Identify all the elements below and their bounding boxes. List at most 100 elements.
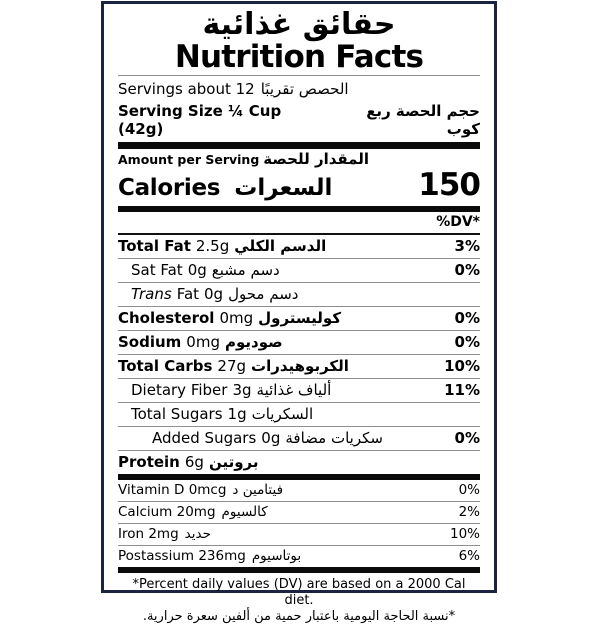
micronutrient-name-ar: حديد (184, 526, 211, 542)
nutrient-name-ar: الكربوهيدرات (251, 357, 349, 375)
amount-per-serving-ar: المقدار للحصة (263, 150, 370, 168)
label-title-arabic: حقائق غذائية (202, 7, 396, 42)
nutrient-amount: 0mg (186, 333, 220, 351)
nutrient-name-en: Sodium (118, 333, 182, 351)
nutrient-row: Total Carbs 27g الكربوهيدرات 10% (118, 355, 480, 378)
micronutrient-row-divider (118, 523, 480, 524)
nutrient-amount: 6g (184, 453, 204, 471)
nutrient-row-divider (118, 330, 480, 331)
nutrient-daily-value: 0% (454, 261, 480, 279)
nutrient-row: Total Fat 2.5g الدسم الكلي 3% (118, 235, 480, 258)
nutrient-row: Sodium 0mg صوديوم 0% (118, 331, 480, 354)
nutrient-daily-value: 10% (444, 357, 480, 375)
nutrient-row: Trans Fat 0g دسم محول (118, 283, 480, 306)
nutrient-name-en: Protein (118, 453, 180, 471)
nutrition-facts-label: حقائق غذائية Nutrition Facts Servings ab… (101, 1, 497, 624)
nutrient-row-divider (118, 402, 480, 403)
nutrient-name-en: Dietary Fiber (131, 381, 228, 399)
serving-size-label-ar: حجم الحصة ربع كوب (366, 102, 480, 138)
nutrient-name-en-cont: Fat (176, 285, 200, 303)
nutrient-name-en: Added Sugars (152, 429, 257, 447)
calories-label-ar: السعرات (234, 175, 333, 201)
nutrient-name-en: Total Fat (118, 237, 191, 255)
nutrient-name-ar: دسم محول (228, 285, 299, 303)
label-title-english: Nutrition Facts (174, 39, 424, 75)
nutrient-row: Dietary Fiber 3g ألياف غذائية 11% (118, 379, 480, 402)
nutrient-name-ar: كوليسترول (258, 309, 342, 327)
nutrient-name-ar: دسم مشبع (211, 261, 280, 279)
micronutrient-name-ar: فيتامين د (232, 482, 284, 498)
micronutrient-row: Calcium 20mg كالسيوم 2% (118, 502, 480, 523)
micronutrient-daily-value: 2% (458, 504, 480, 520)
nutrient-row: Cholesterol 0mg كوليسترول 0% (118, 307, 480, 330)
nutrient-amount: 2.5g (195, 237, 230, 255)
divider-thick-under-micronutrients (118, 567, 480, 573)
amount-per-serving-en: Amount per Serving (118, 152, 260, 167)
nutrient-name-ar: سكريات مضافة (285, 429, 383, 447)
nutrient-row-divider (118, 354, 480, 355)
nutrient-name-en: Cholesterol (118, 309, 215, 327)
nutrient-list: Total Fat 2.5g الدسم الكلي 3% Sat Fat 0g دسم م… (118, 235, 480, 474)
divider-thick-under-calories (118, 206, 480, 212)
nutrient-daily-value: 0% (454, 333, 480, 351)
divider-thick-under-protein (118, 474, 480, 480)
nutrient-name-ar: ألياف غذائية (256, 381, 332, 399)
servings-label-ar: الحصص تقريبًا (260, 80, 349, 98)
micronutrient-name-ar: بوتاسيوم (251, 548, 302, 564)
micronutrient-name-en: Iron 2mg (118, 526, 179, 542)
footnote: *Percent daily values (DV) are based on … (118, 573, 480, 625)
nutrient-row-divider (118, 282, 480, 283)
nutrient-amount: 0g (187, 261, 207, 279)
nutrient-row-divider (118, 426, 480, 427)
nutrient-amount: 1g (227, 405, 247, 423)
divider-under-dv-header (118, 233, 480, 235)
micronutrient-name-en: Postassium 236mg (118, 548, 246, 564)
nutrient-daily-value: 0% (454, 429, 480, 447)
nutrient-name-en: Total Carbs (118, 357, 213, 375)
nutrient-amount: 0g (204, 285, 224, 303)
calories-label-en: Calories (118, 175, 221, 201)
nutrient-name-ar: صوديوم (224, 333, 283, 351)
nutrient-row-divider (118, 258, 480, 259)
nutrient-row-divider (118, 306, 480, 307)
nutrient-name-ar: السكريات (251, 405, 314, 423)
nutrient-name-en: Sat Fat (131, 261, 183, 279)
micronutrient-daily-value: 6% (458, 548, 480, 564)
nutrient-daily-value: 3% (454, 237, 480, 255)
micronutrient-row: Postassium 236mg بوتاسيوم 6% (118, 546, 480, 567)
nutrient-name-ar: الدسم الكلي (234, 237, 327, 255)
serving-size-label-en: Serving Size ¼ Cup (42g) (118, 102, 282, 138)
micronutrient-row: Vitamin D 0mcg فيتامين د 0% (118, 480, 480, 501)
calories-value: 150 (418, 167, 481, 203)
micronutrient-row-divider (118, 545, 480, 546)
nutrient-row: Sat Fat 0g دسم مشبع 0% (118, 259, 480, 282)
nutrient-name-ar: بروتين (208, 453, 259, 471)
micronutrient-name-en: Calcium 20mg (118, 504, 216, 520)
micronutrient-row-divider (118, 501, 480, 502)
daily-value-header: %DV* (436, 214, 480, 230)
serving-size-row: Serving Size ¼ Cup (42g) حجم الحصة ربع ك… (118, 100, 480, 142)
micronutrient-daily-value: 0% (458, 482, 480, 498)
calories-row: Calories السعرات 150 (118, 167, 481, 206)
nutrient-row-divider (118, 450, 480, 451)
nutrient-name-en: Total Sugars (131, 405, 223, 423)
amount-per-serving-row: Amount per Serving المقدار للحصة (118, 149, 480, 167)
nutrient-name-en: Trans (131, 285, 172, 303)
nutrient-row-divider (118, 378, 480, 379)
nutrient-row: Added Sugars 0g سكريات مضافة 0% (118, 427, 480, 450)
micronutrient-name-ar: كالسيوم (221, 504, 268, 520)
servings-row: Servings about 12 الحصص تقريبًا (118, 76, 480, 100)
footnote-ar: *نسبة الحاجة اليومية باعتبار حمية من ألف… (142, 609, 456, 624)
micronutrient-row: Iron 2mg حديد 10% (118, 524, 480, 545)
nutrient-daily-value: 0% (454, 309, 480, 327)
nutrient-amount: 0g (261, 429, 281, 447)
nutrient-amount: 3g (232, 381, 252, 399)
footnote-en: *Percent daily values (DV) are based on … (132, 577, 466, 608)
nutrient-amount: 0mg (219, 309, 254, 327)
nutrient-row: Protein 6g بروتين (118, 451, 480, 474)
nutrient-row: Total Sugars 1g السكريات (118, 403, 480, 426)
micronutrient-list: Vitamin D 0mcg فيتامين د 0% Calcium 20mg كال… (118, 480, 480, 567)
divider-under-title (118, 75, 480, 76)
nutrient-amount: 27g (217, 357, 247, 375)
nutrient-daily-value: 11% (444, 381, 480, 399)
